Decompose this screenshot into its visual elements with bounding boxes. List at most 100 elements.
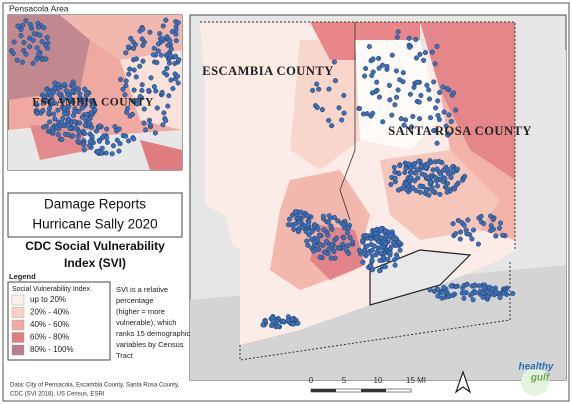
damage-point — [126, 71, 132, 77]
damage-point — [411, 84, 417, 90]
damage-point — [168, 53, 174, 59]
damage-point — [479, 290, 485, 296]
damage-point — [418, 163, 424, 169]
damage-point — [396, 171, 402, 177]
damage-point — [366, 44, 372, 50]
damage-point — [437, 191, 443, 197]
damage-point — [435, 98, 441, 104]
legend-label: up to 20% — [30, 295, 66, 304]
damage-point — [113, 128, 120, 134]
damage-point — [291, 226, 297, 232]
damage-point — [392, 102, 398, 108]
damage-point — [395, 29, 401, 35]
damage-point — [446, 112, 452, 118]
damage-point — [23, 18, 29, 24]
damage-point — [30, 60, 36, 66]
damage-point — [143, 127, 149, 133]
damage-point — [304, 238, 310, 244]
damage-point — [158, 52, 164, 58]
damage-point — [440, 84, 446, 90]
damage-point — [426, 96, 433, 102]
damage-point — [378, 250, 384, 256]
damage-point — [41, 25, 47, 31]
damage-point — [165, 42, 171, 48]
damage-point — [11, 39, 17, 45]
damage-point — [413, 170, 419, 176]
damage-point — [155, 48, 161, 54]
legend-items: up to 20% 20% - 40% 40% - 60% 60% - 80% 80% … — [11, 294, 74, 356]
tract — [30, 125, 90, 160]
damage-point — [319, 107, 325, 113]
damage-point — [371, 243, 377, 249]
damage-point — [112, 124, 118, 130]
damage-point — [81, 147, 87, 153]
damage-point — [428, 159, 434, 166]
damage-point — [85, 117, 91, 123]
damage-point — [457, 236, 463, 242]
damage-point — [431, 128, 437, 134]
damage-point — [450, 167, 456, 173]
damage-point — [34, 102, 40, 108]
damage-point — [59, 136, 65, 143]
damage-point — [46, 110, 52, 116]
damage-point — [314, 104, 320, 111]
damage-point — [368, 263, 374, 269]
damage-point — [49, 125, 55, 131]
damage-point — [396, 239, 402, 246]
damage-point — [376, 55, 382, 61]
damage-point — [510, 290, 516, 297]
damage-point — [323, 238, 330, 244]
damage-point — [131, 87, 137, 93]
damage-point — [341, 110, 347, 116]
damage-point — [290, 321, 296, 327]
damage-point — [123, 50, 129, 56]
damage-point — [75, 139, 81, 145]
damage-point — [51, 111, 57, 117]
damage-point — [56, 91, 62, 97]
damage-point — [316, 86, 322, 92]
damage-point — [387, 250, 393, 256]
scale-bar: 0 5 10 15 MI — [309, 376, 426, 393]
legend-label: 20% - 40% — [30, 308, 69, 317]
note-line: (higher = more — [116, 307, 165, 316]
damage-point — [321, 227, 327, 233]
note: SVI is a relative percentage (higher = mor… — [116, 285, 190, 360]
damage-point — [39, 39, 45, 45]
damage-point — [159, 36, 165, 42]
damage-point — [380, 119, 386, 125]
damage-point — [424, 82, 430, 88]
damage-point — [77, 91, 83, 97]
damage-point — [402, 169, 408, 176]
damage-point — [123, 78, 129, 84]
damage-point — [128, 35, 134, 41]
damage-point — [35, 24, 42, 30]
damage-point — [328, 255, 334, 261]
damage-point — [131, 136, 137, 142]
damage-point — [123, 83, 129, 89]
damage-point — [317, 241, 323, 247]
damage-point — [362, 73, 368, 79]
damage-point — [52, 85, 58, 91]
damage-point — [147, 122, 153, 128]
damage-point — [325, 219, 331, 225]
damage-point — [369, 253, 376, 259]
damage-point — [89, 103, 95, 109]
legend-swatch — [11, 332, 25, 343]
damage-reports — [8, 17, 182, 157]
damage-point — [421, 57, 427, 63]
damage-point — [417, 51, 423, 57]
damage-point — [485, 294, 491, 300]
damage-point — [15, 23, 21, 29]
damage-point — [96, 123, 103, 129]
damage-point — [437, 89, 443, 96]
damage-point — [95, 149, 101, 155]
damage-point — [339, 117, 345, 123]
damage-point — [346, 225, 352, 231]
damage-point — [326, 117, 332, 123]
damage-point — [413, 36, 419, 42]
damage-point — [61, 82, 68, 88]
damage-point — [175, 20, 181, 26]
damage-point — [44, 35, 50, 41]
sources: CDC (SVI 2018), US Census, ESRI — [10, 392, 105, 398]
